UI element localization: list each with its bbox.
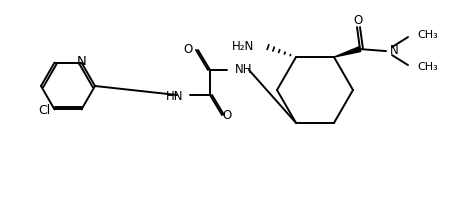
Text: O: O bbox=[222, 109, 232, 122]
Text: CH₃: CH₃ bbox=[417, 62, 438, 72]
Text: N: N bbox=[390, 44, 399, 57]
Polygon shape bbox=[334, 47, 361, 57]
Text: HN: HN bbox=[166, 89, 183, 103]
Text: CH₃: CH₃ bbox=[417, 30, 438, 40]
Text: Cl: Cl bbox=[38, 104, 51, 117]
Text: O: O bbox=[184, 43, 193, 55]
Text: N: N bbox=[77, 55, 87, 68]
Text: NH: NH bbox=[235, 63, 253, 75]
Text: O: O bbox=[353, 14, 363, 27]
Text: H₂N: H₂N bbox=[232, 40, 254, 53]
